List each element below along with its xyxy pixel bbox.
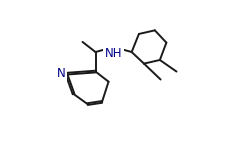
Text: N: N [57, 67, 66, 80]
Text: NH: NH [105, 47, 122, 60]
